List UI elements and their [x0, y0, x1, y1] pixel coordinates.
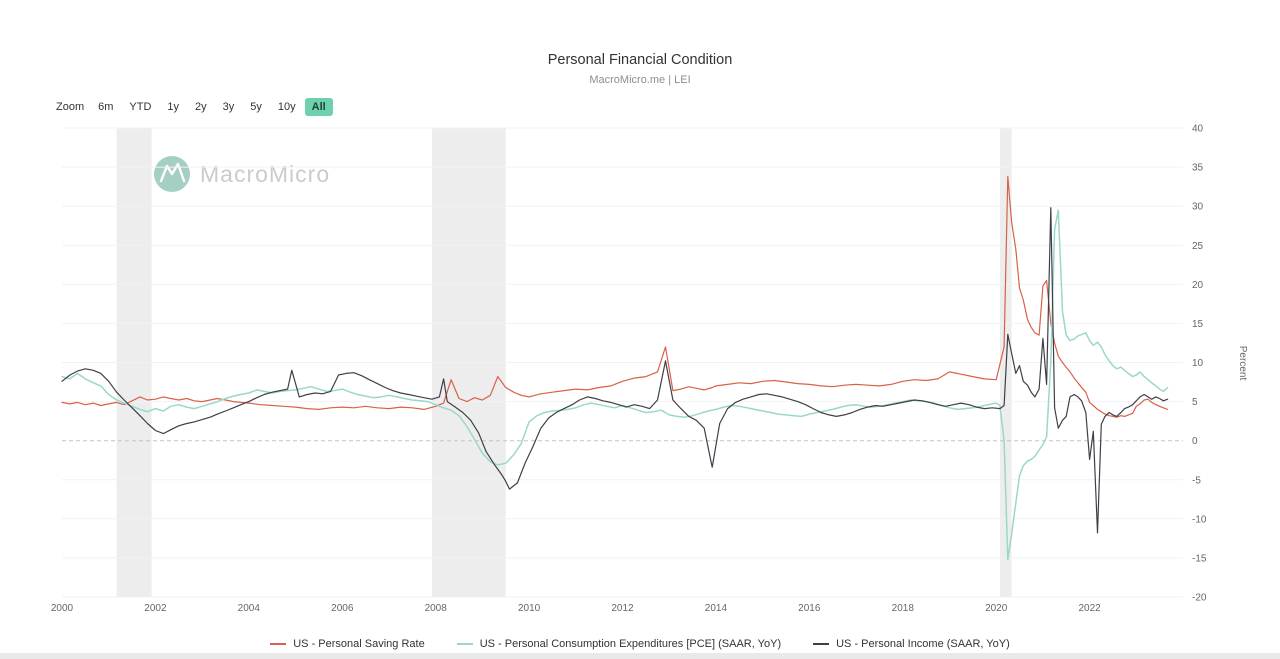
chart-header: Personal Financial Condition MacroMicro.… [0, 52, 1280, 86]
y-axis-tick-label: -10 [1192, 514, 1207, 525]
y-axis-tick-label: 25 [1192, 241, 1204, 252]
x-axis-tick-label: 2004 [238, 603, 261, 614]
chart-title: Personal Financial Condition [547, 52, 733, 68]
zoom-btn-ytd[interactable]: YTD [129, 101, 152, 113]
x-axis-tick-label: 2022 [1078, 603, 1101, 614]
y-axis-title: Percent [1237, 346, 1248, 381]
watermark-mountain-icon [159, 162, 186, 183]
x-axis-tick-label: 2016 [798, 603, 821, 614]
x-axis-tick-label: 2008 [425, 603, 448, 614]
zoom-btn-1y[interactable]: 1y [167, 101, 180, 113]
zoom-btn-5y[interactable]: 5y [250, 101, 262, 113]
legend-label: US - Personal Consumption Expenditures [… [479, 638, 782, 650]
x-axis-tick-label: 2012 [611, 603, 634, 614]
zoom-btn-all[interactable]: All [304, 98, 333, 116]
x-axis-tick-label: 2000 [51, 603, 74, 614]
y-axis-tick-label: 5 [1192, 397, 1198, 408]
legend-dash-icon [270, 643, 287, 645]
series-line-3[interactable] [61, 207, 1169, 534]
x-axis-tick-label: 2018 [892, 603, 915, 614]
legend-item-1[interactable]: US - Personal Saving Rate [270, 638, 425, 650]
legend-item-2[interactable]: US - Personal Consumption Expenditures [… [456, 638, 782, 650]
series-line-2[interactable] [61, 209, 1169, 561]
zoom-btn-2y[interactable]: 2y [195, 101, 207, 113]
x-axis-tick-label: 2006 [331, 603, 354, 614]
y-axis-tick-label: 20 [1192, 280, 1204, 291]
zoom-btn-6m[interactable]: 6m [98, 101, 114, 113]
zoom-label: Zoom [56, 101, 85, 113]
legend-dash-icon [813, 643, 830, 645]
y-axis-tick-label: 10 [1192, 358, 1204, 369]
y-axis-tick-label: 0 [1192, 436, 1198, 447]
chart-subtitle: MacroMicro.me | LEI [589, 74, 691, 86]
chart-foreground-layer: -20 -15 -10 -5 0 5 10 15 20 25 30 35 40 2000 2002 2004 2… [51, 124, 1248, 615]
y-axis-tick-label: -20 [1192, 593, 1207, 604]
watermark-text: MacroMicro [200, 161, 330, 187]
zoom-btn-3y[interactable]: 3y [222, 101, 235, 113]
zoom-toolbar: Zoom 6m YTD 1y 2y 3y 5y 10y All [56, 98, 334, 116]
x-axis-tick-label: 2014 [705, 603, 728, 614]
legend-label: US - Personal Saving Rate [293, 638, 425, 650]
legend-item-3[interactable]: US - Personal Income (SAAR, YoY) [813, 638, 1010, 650]
y-axis-tick-label: 30 [1192, 202, 1204, 213]
y-axis-tick-label: 40 [1192, 124, 1204, 135]
x-axis-tick-label: 2020 [985, 603, 1008, 614]
y-axis-tick-label: -5 [1192, 475, 1201, 486]
legend: US - Personal Saving Rate US - Personal C… [0, 638, 1280, 650]
legend-label: US - Personal Income (SAAR, YoY) [836, 638, 1010, 650]
legend-dash-icon [456, 643, 473, 645]
x-axis-tick-label: 2002 [144, 603, 167, 614]
y-axis-tick-label: 15 [1192, 319, 1204, 330]
y-axis-tick-label: 35 [1192, 163, 1204, 174]
watermark: MacroMicro [154, 156, 330, 192]
y-axis-tick-label: -15 [1192, 553, 1207, 564]
bottom-strip [0, 653, 1280, 659]
x-axis-tick-label: 2010 [518, 603, 541, 614]
zoom-btn-10y[interactable]: 10y [277, 101, 296, 113]
series-line-1[interactable] [61, 175, 1169, 418]
